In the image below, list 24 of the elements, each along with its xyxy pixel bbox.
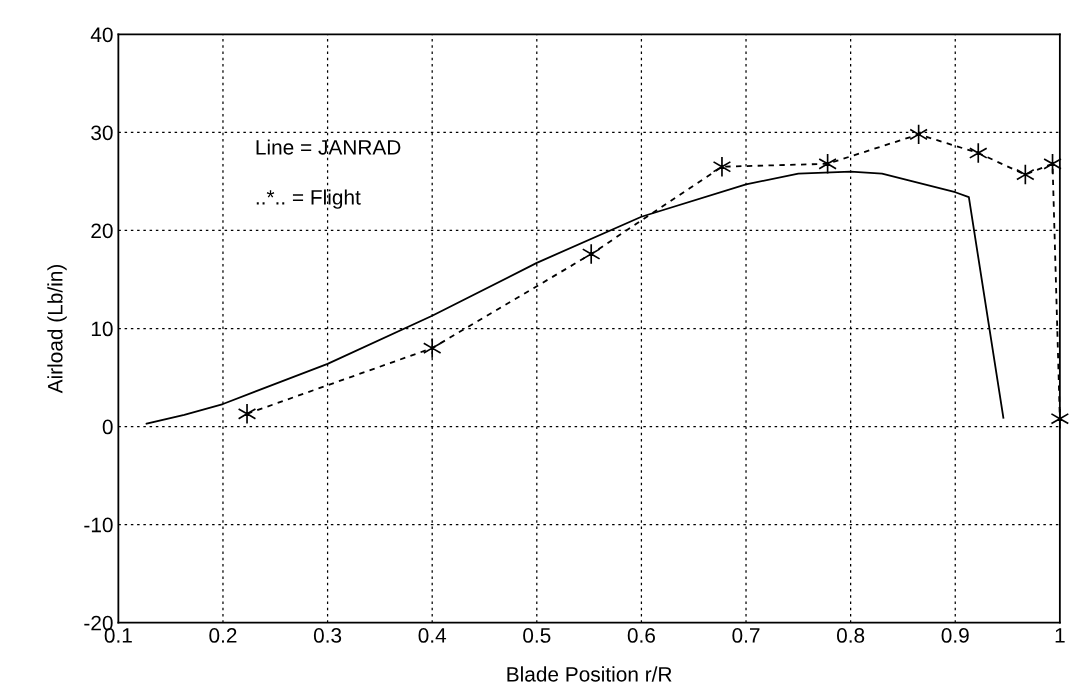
x-tick-label: 0.9 bbox=[941, 628, 969, 643]
point bbox=[969, 142, 988, 164]
point bbox=[712, 156, 732, 178]
y-tick-label: 20 bbox=[91, 223, 113, 239]
point bbox=[581, 243, 601, 265]
y-tick-label: 40 bbox=[90, 27, 113, 43]
y-tick-label: 10 bbox=[91, 321, 113, 337]
x-tick-label: 0.3 bbox=[313, 628, 342, 643]
annotation: ..*.. = Flight bbox=[256, 189, 361, 209]
x-tick-label: 0.4 bbox=[418, 628, 447, 643]
point bbox=[422, 337, 442, 359]
x-tick-label: 0.5 bbox=[523, 628, 551, 643]
y-axis-title: Airload (Lb/in) bbox=[47, 264, 67, 394]
x-tick-label: 0.2 bbox=[209, 628, 237, 643]
y-tick-label: 0 bbox=[102, 419, 113, 435]
x-tick-label: 0.6 bbox=[627, 628, 655, 643]
x-tick-label: 0.8 bbox=[836, 628, 865, 643]
x-axis-title: Blade Position r/R bbox=[507, 666, 672, 682]
point bbox=[237, 403, 257, 425]
annotation: Line = JANRAD bbox=[256, 139, 401, 155]
x-tick-label: 1 bbox=[1055, 628, 1065, 643]
y-tick-label: 30 bbox=[91, 125, 113, 141]
y-tick-label: -10 bbox=[84, 517, 113, 533]
x-tick-label: 0.7 bbox=[732, 628, 760, 643]
